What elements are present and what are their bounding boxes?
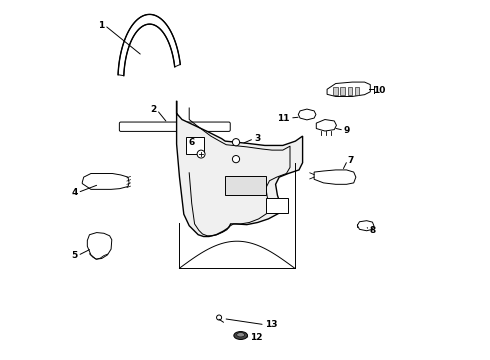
- Text: 7: 7: [347, 156, 354, 165]
- Bar: [333, 87, 338, 95]
- Text: 2: 2: [150, 105, 157, 114]
- Polygon shape: [316, 120, 337, 131]
- Text: 4: 4: [71, 188, 77, 197]
- Text: 1: 1: [98, 21, 104, 30]
- Circle shape: [232, 156, 240, 163]
- Text: 12: 12: [250, 333, 263, 342]
- Polygon shape: [118, 14, 180, 76]
- Bar: [266, 198, 288, 213]
- Polygon shape: [87, 233, 112, 259]
- Text: 11: 11: [277, 113, 290, 122]
- Text: 6: 6: [188, 138, 195, 147]
- Bar: [347, 87, 352, 95]
- Polygon shape: [176, 101, 303, 237]
- Bar: [186, 137, 204, 154]
- Circle shape: [232, 139, 240, 146]
- Ellipse shape: [237, 333, 245, 337]
- Circle shape: [217, 315, 221, 320]
- Bar: [341, 87, 345, 95]
- Polygon shape: [82, 174, 129, 189]
- Text: 8: 8: [369, 226, 375, 235]
- Text: 10: 10: [373, 86, 385, 95]
- Ellipse shape: [234, 332, 247, 339]
- Bar: [225, 176, 266, 195]
- Text: 13: 13: [265, 320, 277, 329]
- FancyBboxPatch shape: [120, 122, 230, 131]
- Polygon shape: [298, 109, 316, 120]
- Circle shape: [197, 150, 205, 158]
- Text: 9: 9: [344, 126, 350, 135]
- Text: 3: 3: [254, 134, 260, 143]
- Text: 5: 5: [72, 251, 77, 260]
- Polygon shape: [314, 170, 356, 184]
- Bar: [355, 87, 360, 95]
- Polygon shape: [357, 221, 374, 231]
- Polygon shape: [327, 82, 370, 96]
